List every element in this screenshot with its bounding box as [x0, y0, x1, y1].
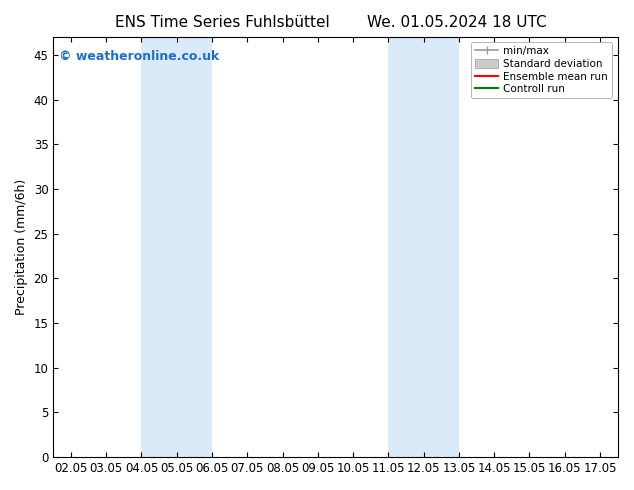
- Text: We. 01.05.2024 18 UTC: We. 01.05.2024 18 UTC: [366, 15, 547, 30]
- Y-axis label: Precipitation (mm/6h): Precipitation (mm/6h): [15, 179, 28, 315]
- Bar: [141, 37, 212, 457]
- Text: ENS Time Series Fuhlsbüttel: ENS Time Series Fuhlsbüttel: [115, 15, 329, 30]
- Text: © weatheronline.co.uk: © weatheronline.co.uk: [59, 49, 219, 63]
- Legend: min/max, Standard deviation, Ensemble mean run, Controll run: min/max, Standard deviation, Ensemble me…: [471, 42, 612, 98]
- Bar: [389, 37, 459, 457]
